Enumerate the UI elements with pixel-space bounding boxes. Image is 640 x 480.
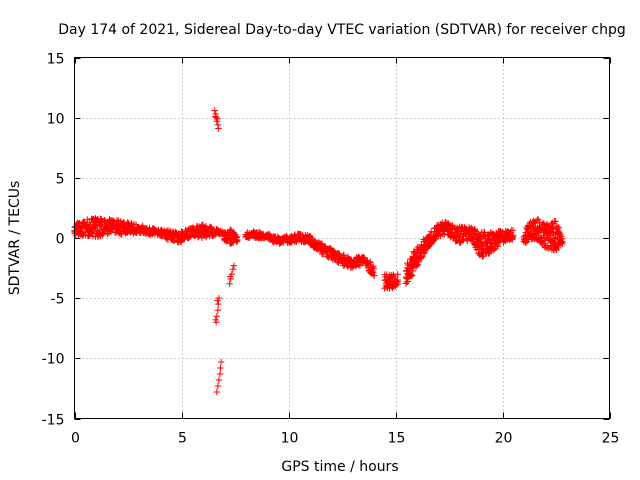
data-point (555, 244, 562, 252)
data-point (394, 271, 401, 278)
y-tick-label: 10 (47, 112, 65, 128)
data-point (501, 237, 509, 244)
data-point (540, 240, 548, 247)
data-point (370, 272, 378, 279)
data-point (479, 253, 486, 260)
data-point (216, 370, 224, 378)
data-point (557, 231, 564, 238)
data-point (88, 228, 96, 236)
x-tick-label: 25 (602, 431, 620, 447)
x-tick-label: 20 (495, 431, 513, 447)
data-point (483, 242, 491, 250)
data-point (217, 364, 224, 372)
data-point (409, 264, 416, 271)
data-point (213, 313, 221, 320)
data-point (367, 259, 374, 266)
data-point (415, 258, 422, 266)
data-point (555, 224, 562, 231)
data-point (485, 235, 493, 243)
data-point (544, 244, 551, 251)
data-point (100, 229, 107, 237)
data-point (409, 272, 416, 279)
data-point (509, 227, 517, 234)
data-point (212, 114, 220, 121)
y-tick-label: 0 (56, 232, 65, 248)
data-point (533, 235, 540, 243)
data-point (217, 358, 225, 366)
data-point (74, 224, 81, 231)
data-point (414, 261, 422, 269)
data-point (234, 237, 241, 245)
data-point (227, 273, 234, 280)
x-axis-label: GPS time / hours (281, 459, 398, 475)
data-point (212, 113, 219, 120)
data-point (230, 262, 238, 269)
y-tick-labels: -15 -10 -5 0 5 10 15 (42, 52, 65, 429)
data-point (407, 271, 415, 279)
data-points (71, 107, 566, 396)
data-point (552, 218, 559, 225)
data-point (404, 278, 412, 285)
data-point (192, 228, 200, 236)
data-point (110, 217, 117, 225)
data-point (229, 266, 237, 273)
data-point (534, 215, 542, 223)
x-tick-labels: 0 5 10 15 20 25 (71, 431, 619, 447)
data-point (215, 300, 222, 308)
data-point (214, 297, 221, 304)
data-point (211, 107, 218, 114)
x-tick-label: 0 (71, 431, 80, 447)
data-point (369, 269, 377, 276)
data-point (104, 230, 111, 237)
y-tick-label: 5 (56, 172, 65, 188)
data-point (427, 228, 435, 235)
data-point (336, 250, 343, 258)
data-point (420, 250, 428, 257)
x-tick-label: 10 (281, 431, 299, 447)
y-tick-label: -5 (51, 292, 65, 308)
y-tick-label: 15 (47, 52, 65, 68)
data-point (212, 316, 219, 324)
data-point (214, 307, 222, 314)
data-point (215, 125, 222, 132)
data-point (226, 280, 233, 287)
chart-title: Day 174 of 2021, Sidereal Day-to-day VTE… (58, 22, 626, 38)
x-tick-label: 15 (388, 431, 406, 447)
y-axis-label: SDTVAR / TECUs (7, 181, 23, 296)
data-point (522, 239, 529, 246)
data-point (215, 376, 223, 384)
data-point (344, 263, 352, 270)
data-point (494, 243, 501, 250)
x-tick-label: 5 (178, 431, 187, 447)
data-point (394, 276, 401, 284)
data-point (370, 265, 378, 272)
data-point (403, 274, 410, 282)
y-tick-label: -10 (42, 352, 65, 368)
data-point (356, 262, 364, 270)
data-point (559, 240, 566, 248)
data-point (533, 230, 541, 237)
axis-ticks (74, 57, 611, 420)
data-point (491, 245, 498, 253)
data-point (214, 382, 222, 390)
data-point (213, 388, 221, 396)
y-tick-label: -15 (42, 413, 65, 429)
